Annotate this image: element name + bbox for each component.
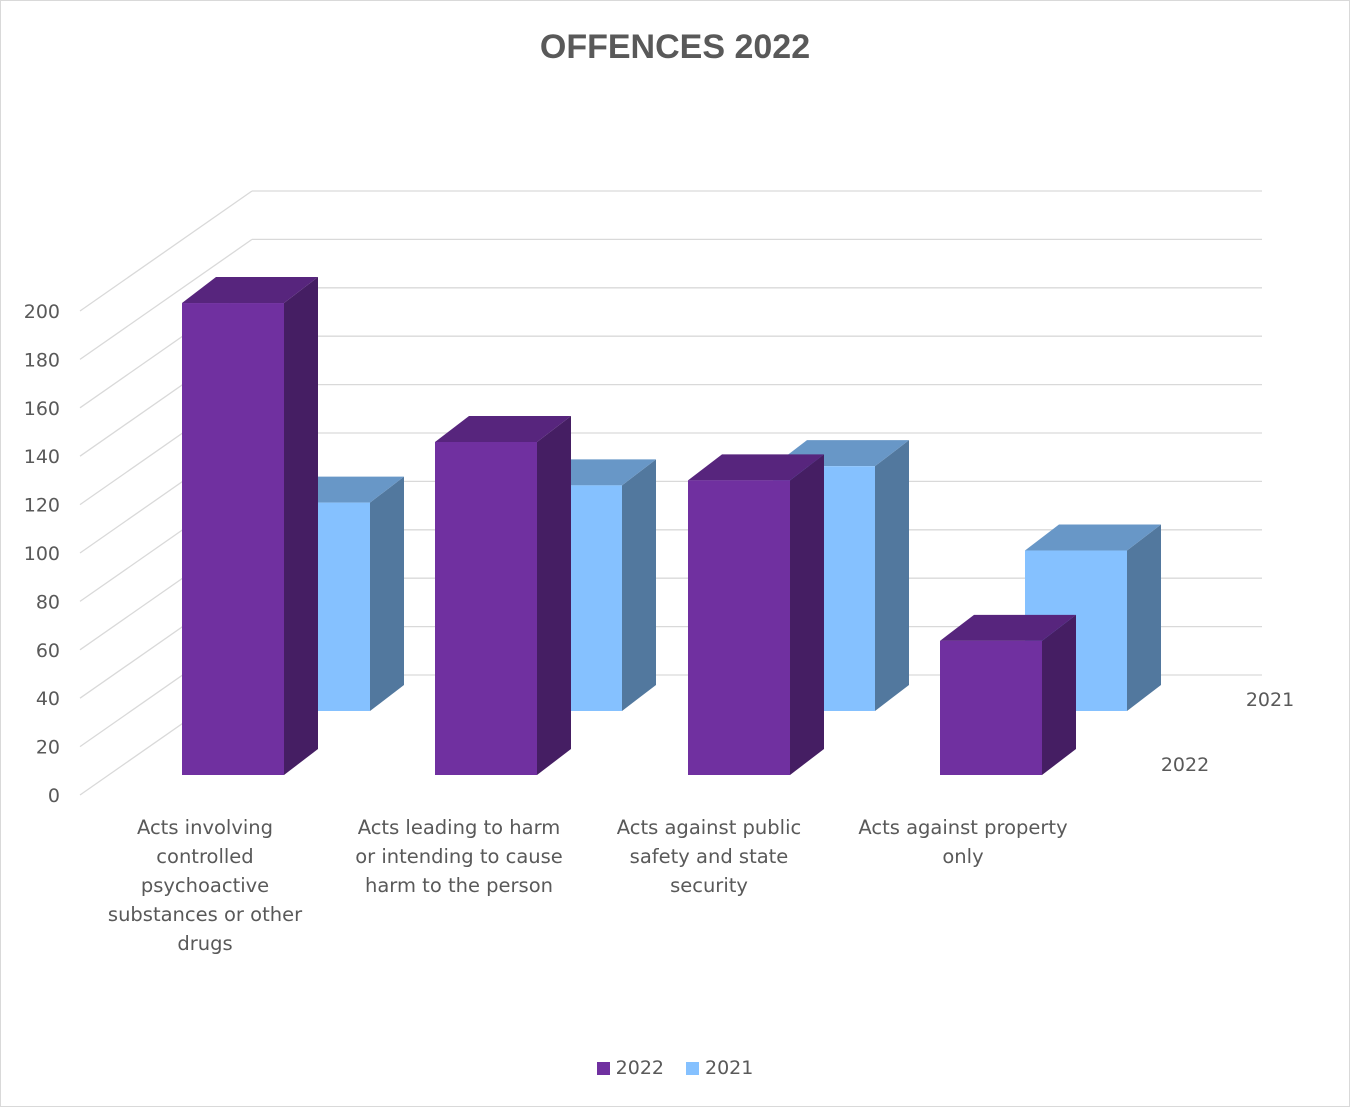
bar-2022-acts-leading-to-harm-or- <box>435 415 571 775</box>
x-category-label: Acts involving <box>137 816 273 839</box>
bar-2022-acts-involving-controlle-top <box>182 277 318 304</box>
x-category-label: substances or other <box>108 903 303 926</box>
x-category-label: Acts against property <box>858 816 1067 839</box>
depth-axis-label-2022: 2022 <box>1161 754 1209 776</box>
bar-2022-acts-against-public-safe-front <box>688 480 790 775</box>
bar-2022-acts-involving-controlle-front <box>182 303 284 775</box>
bar-2022-acts-involving-controlle-side <box>284 277 318 775</box>
gridline-diagonal <box>79 190 253 312</box>
bar-2021-acts-involving-controlle-side <box>370 476 404 711</box>
bar-2022-acts-against-property-on-top <box>940 614 1076 641</box>
bar-2021-acts-leading-to-harm-or--side <box>622 459 656 711</box>
legend-label-2021: 2021 <box>705 1057 754 1079</box>
x-category-label: psychoactive <box>141 874 269 897</box>
y-tick-label: 0 <box>48 785 60 807</box>
x-category-label: Acts leading to harm <box>358 816 561 839</box>
x-category-label: safety and state <box>630 845 789 868</box>
bar-2022-acts-against-public-safe-side <box>790 454 824 775</box>
x-category-label: or intending to cause <box>355 845 563 868</box>
bar-2022-acts-against-property-on <box>940 614 1076 775</box>
bar-2022-acts-against-public-safe-top <box>688 454 824 481</box>
legend-item-2021: 2021 <box>686 1057 753 1079</box>
bar-2022-acts-against-public-safe <box>688 454 824 775</box>
legend-label-2022: 2022 <box>615 1057 664 1079</box>
gridline-diagonal <box>79 238 253 360</box>
x-category-label: drugs <box>177 932 232 955</box>
bar-2021-acts-against-property-on-side <box>1127 524 1161 711</box>
y-tick-label: 120 <box>24 495 60 517</box>
y-tick-label: 20 <box>36 737 60 759</box>
bar-2022-acts-against-property-on-front <box>940 640 1042 775</box>
x-category-label: only <box>942 845 983 868</box>
bar-2022-acts-leading-to-harm-or--side <box>537 415 571 775</box>
depth-axis-label-2021: 2021 <box>1246 689 1294 711</box>
bar-2022-acts-involving-controlle <box>182 277 318 775</box>
chart-title: OFFENCES 2022 <box>539 28 811 66</box>
bar-2022-acts-leading-to-harm-or--top <box>435 415 571 442</box>
y-tick-label: 60 <box>36 640 60 662</box>
chart-legend: 2022 2021 <box>0 1057 1350 1079</box>
y-tick-label: 40 <box>36 688 60 710</box>
x-category-label: security <box>670 874 748 897</box>
x-category-label: harm to the person <box>365 874 553 897</box>
y-tick-label: 200 <box>24 301 60 323</box>
x-category-label: controlled <box>156 845 253 868</box>
legend-swatch-2022 <box>596 1061 610 1075</box>
y-tick-label: 180 <box>24 349 60 371</box>
y-tick-label: 80 <box>36 591 60 613</box>
bar-2022-acts-leading-to-harm-or--front <box>435 441 537 775</box>
y-tick-label: 160 <box>24 398 60 420</box>
bar-2021-acts-against-public-safe-side <box>875 440 909 711</box>
y-tick-label: 100 <box>24 543 60 565</box>
legend-item-2022: 2022 <box>596 1057 664 1079</box>
bar-2021-acts-against-property-on-top <box>1025 524 1161 551</box>
x-category-label: Acts against public <box>617 816 801 839</box>
bar-2022-acts-against-property-on-side <box>1042 614 1076 775</box>
legend-swatch-2021 <box>686 1061 699 1075</box>
y-tick-label: 140 <box>24 446 60 468</box>
